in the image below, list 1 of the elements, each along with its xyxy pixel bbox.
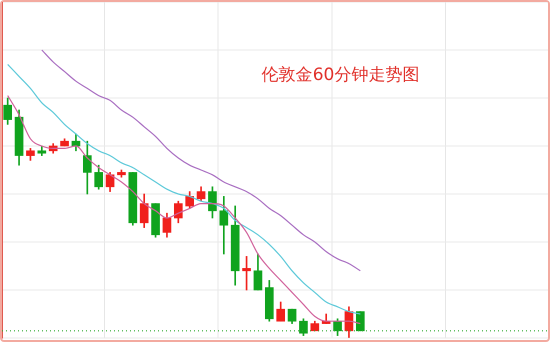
chart-title: 伦敦金60分钟走势图 — [262, 65, 420, 85]
